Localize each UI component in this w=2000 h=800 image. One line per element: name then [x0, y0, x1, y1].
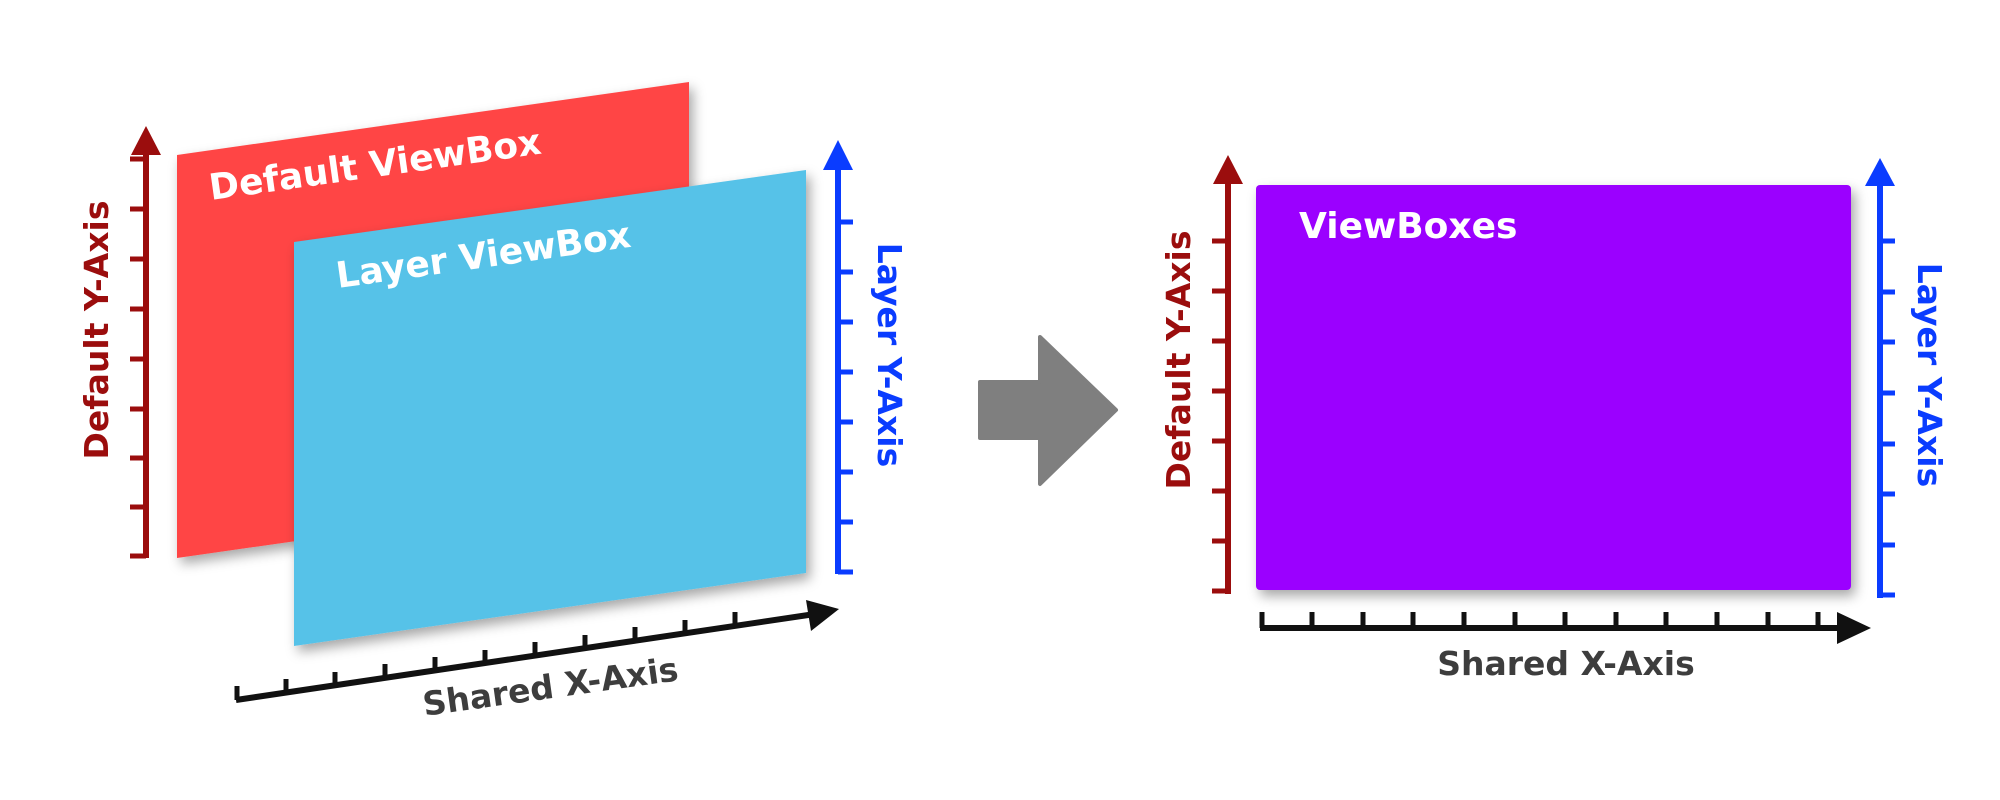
- right-panel: Default Y-Axis ViewBoxes Layer Y-Axis: [1159, 155, 1949, 683]
- right-default-y-axis-label: Default Y-Axis: [1159, 231, 1198, 490]
- left-default-y-axis-ticks: [130, 156, 146, 559]
- left-shared-x-axis-arrowhead: [806, 600, 839, 631]
- left-default-y-axis-label: Default Y-Axis: [77, 201, 116, 460]
- left-shared-x-axis-ticks: [234, 612, 738, 700]
- right-layer-y-axis-arrowhead: [1865, 158, 1895, 186]
- layer-viewbox-panel: [294, 170, 806, 646]
- left-default-y-axis: Default Y-Axis: [77, 126, 161, 559]
- arrow-right-icon: [978, 335, 1118, 486]
- right-default-y-axis-ticks: [1212, 238, 1228, 594]
- right-layer-y-axis: Layer Y-Axis: [1865, 158, 1949, 598]
- right-shared-x-axis: Shared X-Axis: [1259, 612, 1871, 683]
- right-layer-y-axis-ticks: [1880, 238, 1895, 598]
- left-layer-y-axis-arrowhead: [823, 140, 853, 170]
- combined-viewboxes-label: ViewBoxes: [1299, 206, 1517, 247]
- left-layer-y-axis: Layer Y-Axis: [823, 140, 909, 575]
- right-shared-x-axis-ticks: [1259, 612, 1821, 628]
- left-layer-y-axis-label: Layer Y-Axis: [870, 243, 909, 467]
- combined-viewboxes-panel: [1256, 185, 1851, 590]
- left-panel: Default Y-Axis Default ViewBox Layer Vie…: [77, 82, 909, 724]
- right-layer-y-axis-label: Layer Y-Axis: [1910, 263, 1949, 487]
- left-default-y-axis-arrowhead: [131, 126, 161, 155]
- left-shared-x-axis-label: Shared X-Axis: [420, 649, 680, 723]
- right-default-y-axis: Default Y-Axis: [1159, 155, 1243, 594]
- left-layer-y-axis-ticks: [838, 219, 853, 575]
- right-shared-x-axis-label: Shared X-Axis: [1437, 644, 1695, 683]
- right-shared-x-axis-arrowhead: [1837, 612, 1871, 644]
- right-default-y-axis-arrowhead: [1213, 155, 1243, 184]
